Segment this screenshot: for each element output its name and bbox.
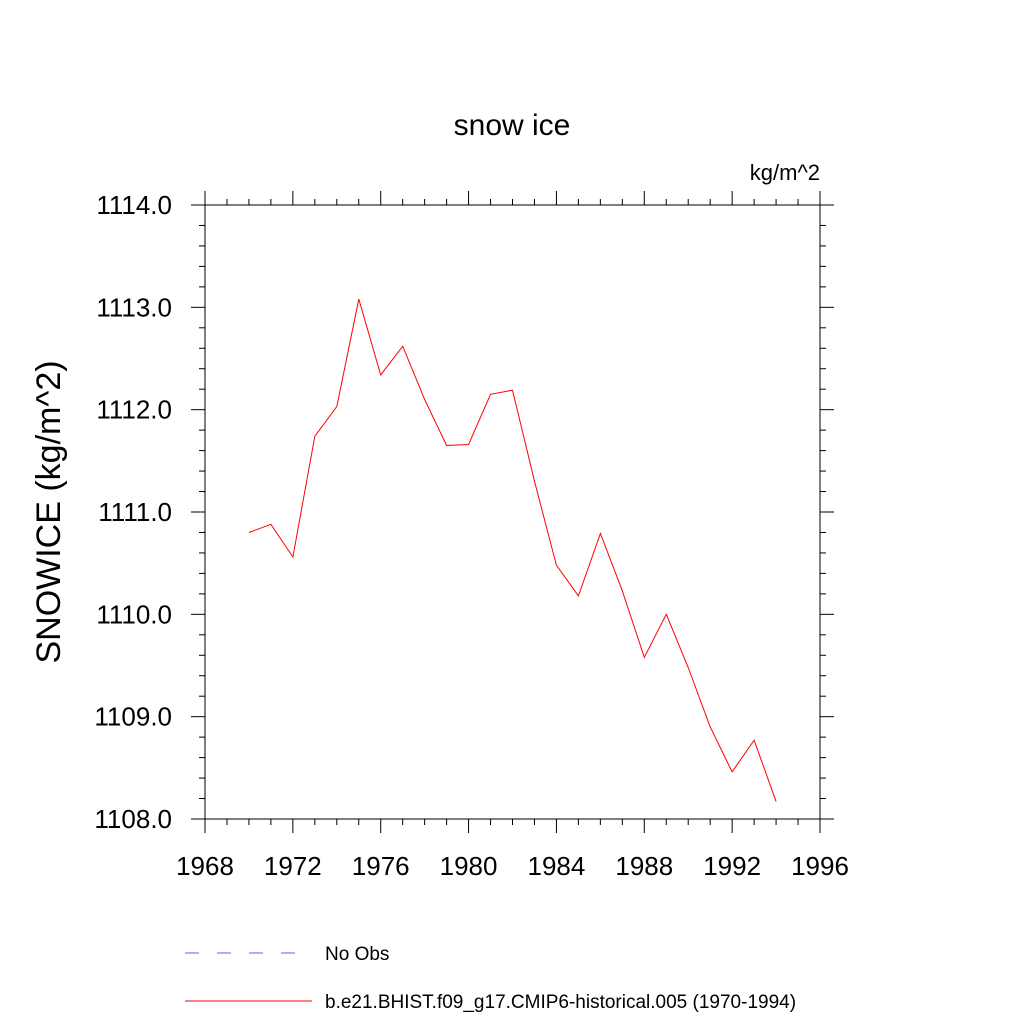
tick-labels: 1968 1972 1976 1980 1984 1988 1992 1996 1108.0 11… [94, 190, 849, 881]
y-axis-label: SNOWICE (kg/m^2) [30, 360, 68, 663]
y-tick-label: 1108.0 [94, 804, 172, 834]
x-tick-label: 1984 [528, 851, 586, 881]
x-tick-label: 1992 [703, 851, 761, 881]
y-tick-label: 1111.0 [98, 497, 172, 527]
plot-frame [204, 204, 821, 820]
x-tick-label: 1988 [615, 851, 673, 881]
x-tick-label: 1976 [352, 851, 410, 881]
y-tick-label: 1113.0 [96, 292, 172, 322]
units-label: kg/m^2 [750, 160, 820, 185]
axis-ticks [191, 191, 834, 833]
legend: No Obs b.e21.BHIST.f09_g17.CMIP6-historic… [185, 944, 796, 1013]
y-tick-label: 1114.0 [96, 190, 172, 220]
legend-label: No Obs [325, 944, 389, 965]
legend-label: b.e21.BHIST.f09_g17.CMIP6-historical.005… [325, 992, 796, 1013]
x-tick-label: 1980 [440, 851, 498, 881]
y-tick-label: 1112.0 [96, 395, 172, 425]
series-line [248, 298, 777, 802]
x-tick-label: 1972 [264, 851, 322, 881]
x-tick-label: 1996 [791, 851, 849, 881]
y-tick-label: 1110.0 [96, 599, 172, 629]
series-group [248, 298, 777, 802]
chart-title: snow ice [454, 109, 571, 142]
y-tick-label: 1109.0 [94, 702, 172, 732]
x-tick-label: 1968 [176, 851, 234, 881]
